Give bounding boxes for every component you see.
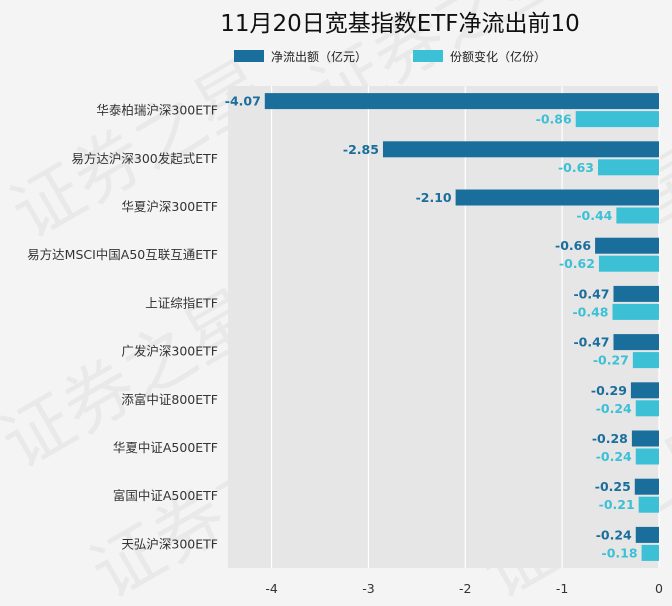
category-label: 上证综指ETF (145, 295, 218, 310)
legend: 净流出额（亿元） 份额变化（亿份） (234, 49, 546, 64)
category-label: 广发沪深300ETF (121, 344, 218, 359)
bar-net-outflow (455, 189, 659, 206)
bar-share-change (635, 448, 659, 465)
category-label: 华夏中证A500ETF (113, 440, 218, 455)
bar-net-outflow (631, 430, 659, 447)
x-tick-label: -1 (556, 581, 568, 596)
x-tick-label: 0 (655, 581, 663, 596)
value-label-share-change: -0.21 (599, 497, 635, 512)
value-label-share-change: -0.86 (536, 112, 572, 127)
category-label: 天弘沪深300ETF (121, 536, 218, 551)
legend-swatch-net-outflow (234, 50, 264, 62)
value-label-net-outflow: -0.24 (596, 527, 632, 542)
x-tick-label: -3 (362, 581, 374, 596)
category-label: 富国中证A500ETF (113, 488, 218, 503)
value-label-net-outflow: -2.85 (343, 142, 379, 157)
legend-label-net-outflow: 净流出额（亿元） (271, 49, 367, 64)
legend-label-share-change: 份额变化（亿份） (450, 49, 546, 64)
value-label-share-change: -0.24 (596, 449, 632, 464)
bars (264, 93, 659, 561)
bar-share-change (638, 496, 659, 513)
category-label: 易方达MSCI中国A50互联互通ETF (27, 247, 218, 262)
bar-share-change (641, 544, 659, 561)
bar-share-change (612, 303, 659, 320)
value-label-share-change: -0.27 (593, 353, 629, 368)
bar-share-change (597, 159, 659, 176)
bar-net-outflow (630, 382, 659, 399)
value-label-share-change: -0.62 (559, 256, 595, 271)
bar-net-outflow (264, 93, 659, 110)
bar-share-change (598, 255, 659, 272)
bar-net-outflow (634, 478, 659, 495)
value-label-net-outflow: -4.07 (225, 94, 261, 109)
value-label-net-outflow: -0.47 (573, 335, 609, 350)
value-label-net-outflow: -0.66 (555, 238, 591, 253)
value-label-net-outflow: -0.28 (592, 431, 628, 446)
category-label: 添富中证800ETF (121, 392, 218, 407)
bar-net-outflow (382, 141, 659, 158)
bar-share-change (635, 400, 659, 417)
value-label-share-change: -0.44 (576, 208, 612, 223)
value-label-net-outflow: -0.25 (595, 479, 631, 494)
category-label: 华夏沪深300ETF (121, 199, 218, 214)
bar-net-outflow (595, 237, 659, 254)
legend-swatch-share-change (413, 50, 443, 62)
bar-share-change (616, 207, 659, 224)
value-label-net-outflow: -2.10 (416, 190, 452, 205)
plot-area (228, 86, 659, 568)
value-label-share-change: -0.18 (602, 545, 638, 560)
value-label-share-change: -0.48 (572, 304, 608, 319)
value-label-share-change: -0.24 (596, 401, 632, 416)
value-label-net-outflow: -0.29 (591, 383, 627, 398)
x-tick-label: -2 (459, 581, 471, 596)
bar-share-change (575, 111, 659, 128)
bar-share-change (632, 352, 659, 369)
labels: 华泰柏瑞沪深300ETF -4.07 -0.86 易方达沪深300发起式ETF -2.8… (27, 94, 637, 561)
chart-title: 11月20日宽基指数ETF净流出前10 (220, 11, 580, 37)
bar-net-outflow (613, 334, 659, 351)
value-label-share-change: -0.63 (558, 160, 594, 175)
value-label-net-outflow: -0.47 (573, 286, 609, 301)
bar-net-outflow (613, 285, 659, 302)
category-label: 易方达沪深300发起式ETF (71, 151, 218, 166)
category-label: 华泰柏瑞沪深300ETF (96, 103, 218, 118)
x-tick-label: -4 (265, 581, 278, 596)
bar-net-outflow (635, 526, 659, 543)
